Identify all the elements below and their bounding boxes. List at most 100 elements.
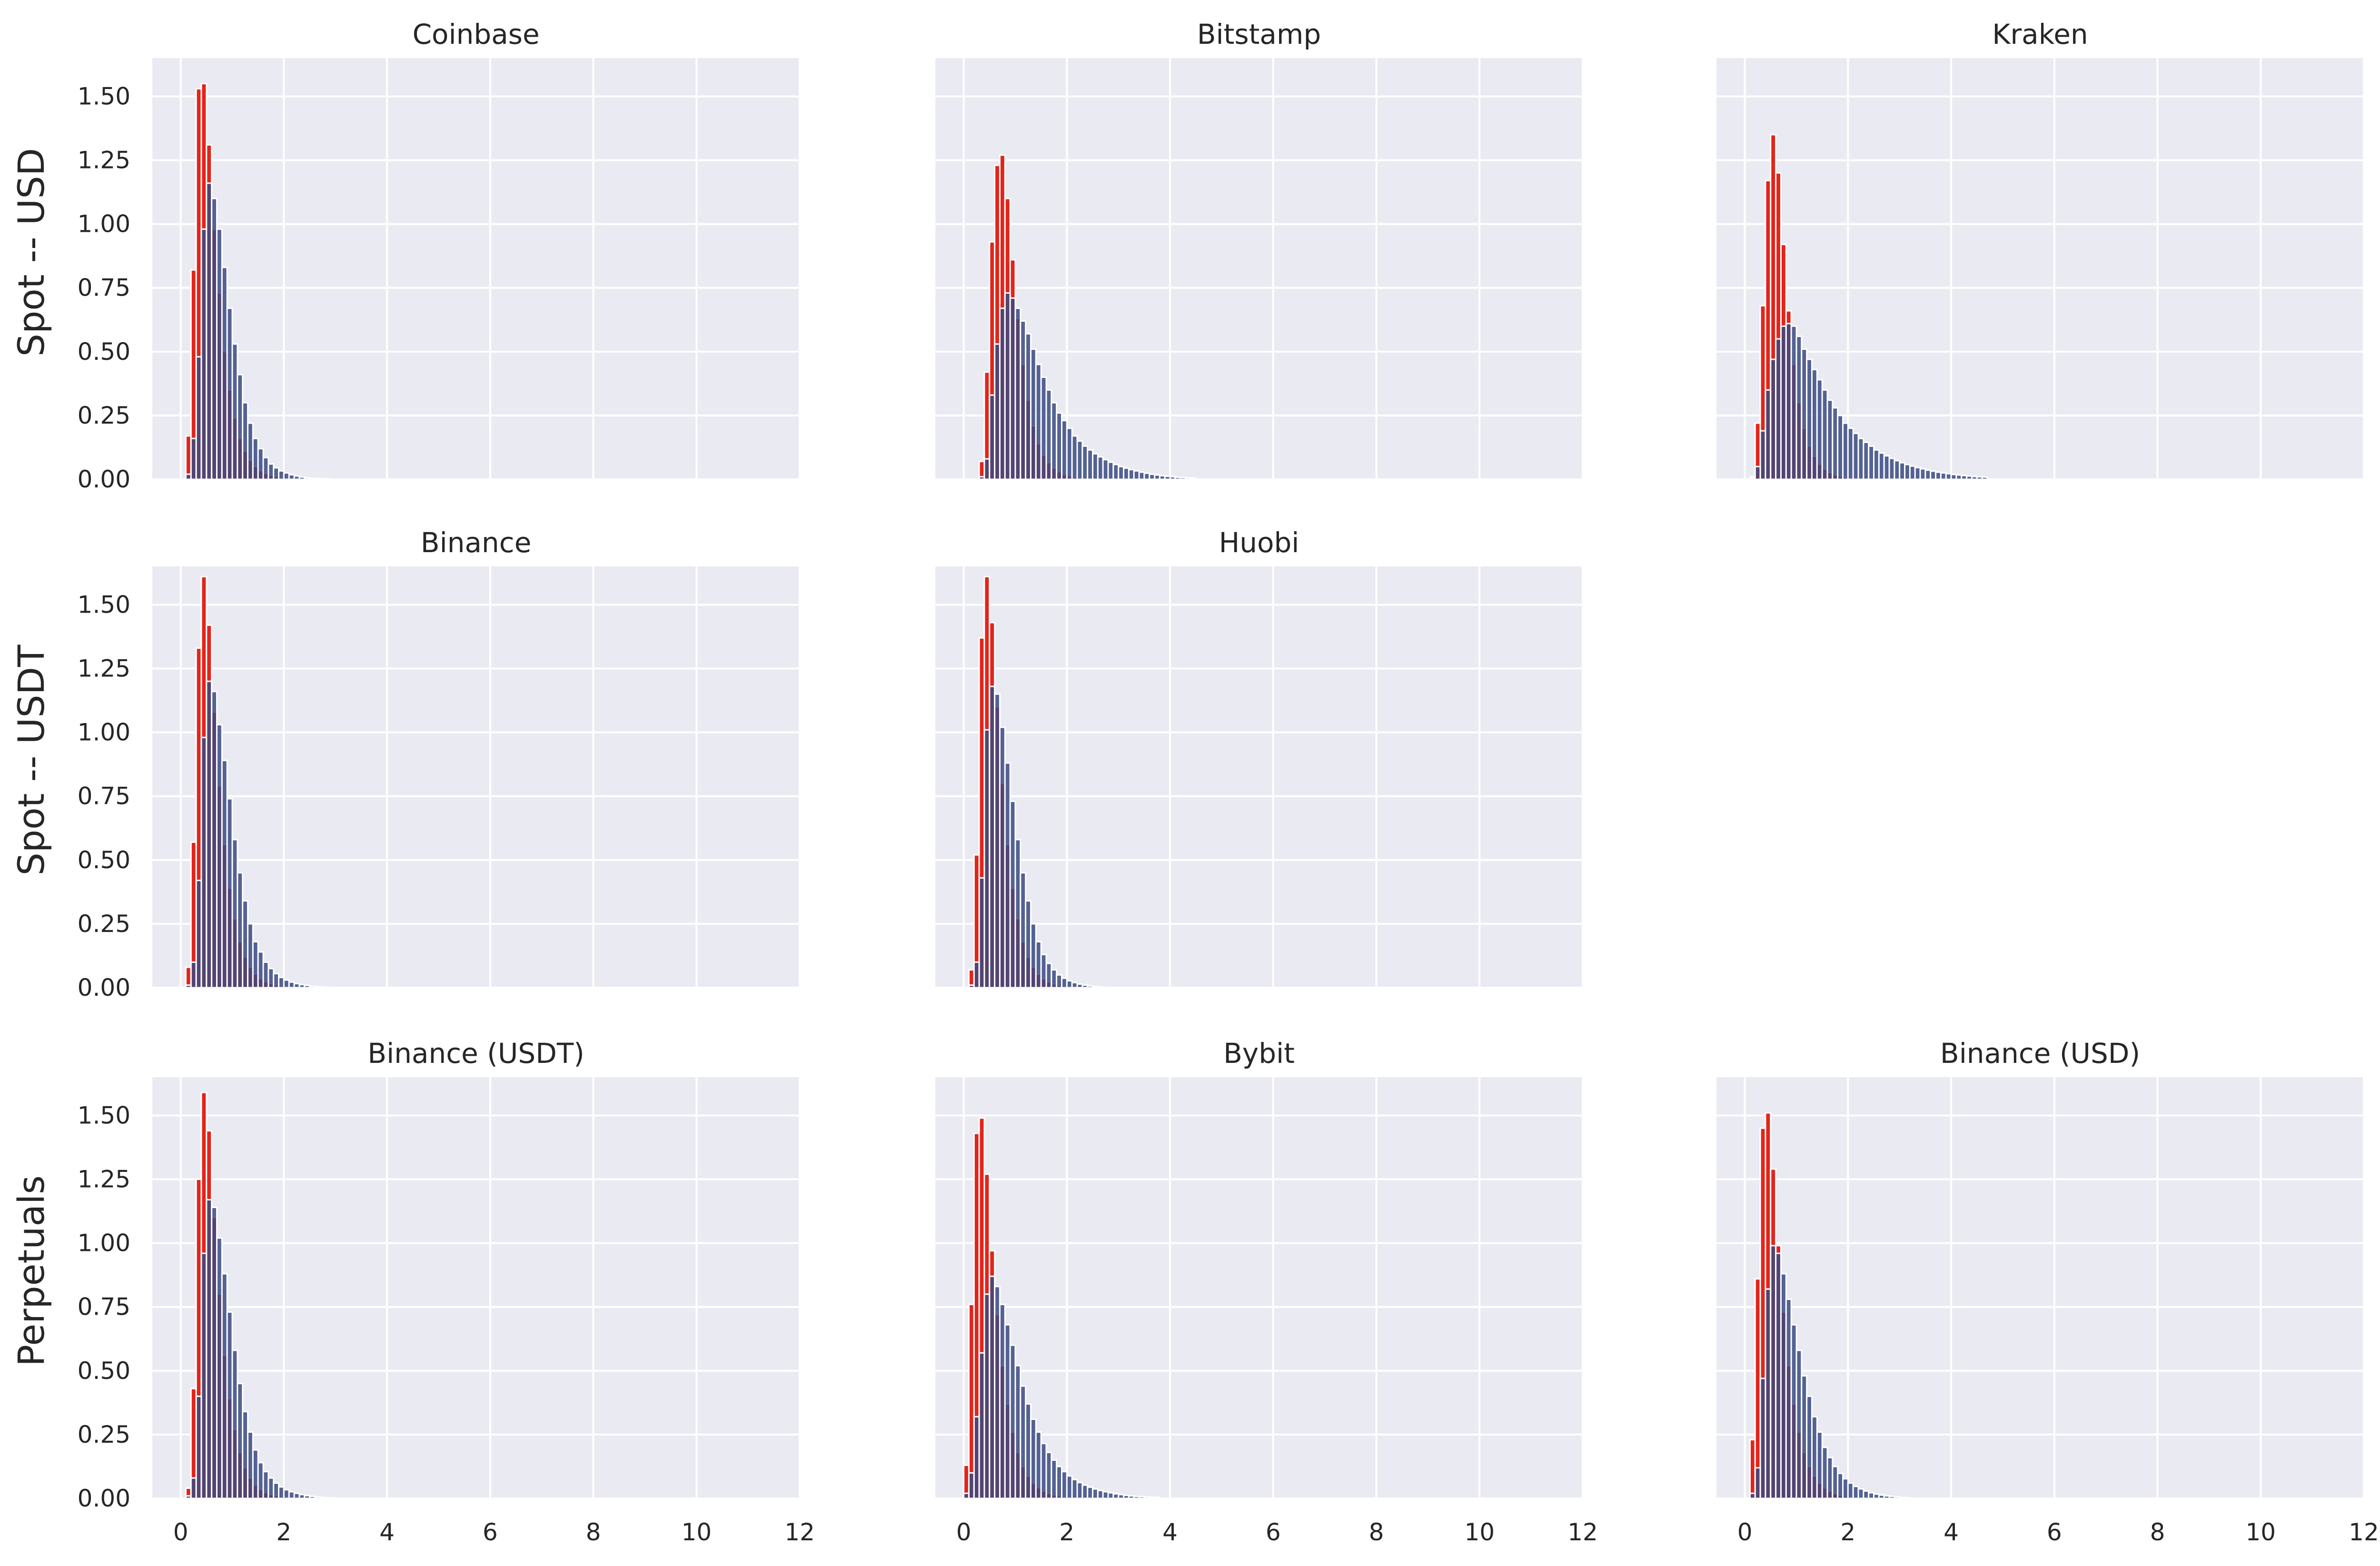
plot-area xyxy=(152,58,800,479)
panel-1: Bitstamp xyxy=(935,18,1584,480)
histogram-bar-series-2 xyxy=(1009,297,1016,480)
histogram-bar-series-2 xyxy=(999,1303,1006,1499)
histogram-bar-series-2 xyxy=(1842,1478,1849,1499)
histogram-bar-series-2 xyxy=(1811,368,1818,480)
y-tick-label: 0.25 xyxy=(78,1421,130,1448)
y-tick-label: 0.50 xyxy=(78,338,130,366)
histogram-bar-series-2 xyxy=(1081,1484,1089,1499)
x-tick-label: 0 xyxy=(1737,1518,1753,1546)
histogram-bar-series-2 xyxy=(1899,462,1906,480)
y-tick-label: 1.25 xyxy=(78,655,130,683)
histogram-bar-series-2 xyxy=(314,1496,321,1499)
histogram-bar-series-2 xyxy=(1097,456,1104,480)
histogram-bar-series-2 xyxy=(1128,469,1135,480)
y-tick-label: 1.00 xyxy=(78,719,130,746)
histogram-bar-series-2 xyxy=(1123,467,1130,480)
histogram-bar-series-2 xyxy=(1138,471,1145,480)
x-tick-label: 8 xyxy=(586,1518,601,1546)
x-tick-label: 6 xyxy=(1266,1518,1281,1546)
histogram-bar-series-2 xyxy=(1955,474,1963,480)
panels: Coinbase 0.00 0.25 0.50 0.75 1.00 1.25 1.50 Bits… xyxy=(78,18,2379,1546)
histogram-bar-series-2 xyxy=(983,1293,991,1499)
histogram-bar-series-2 xyxy=(273,467,279,480)
histogram-bar-series-2 xyxy=(1056,412,1062,480)
histogram-bar-series-2 xyxy=(278,1486,285,1499)
histogram-bar-series-2 xyxy=(1863,441,1870,480)
histogram-bar-series-2 xyxy=(1770,358,1777,480)
histogram-bar-series-2 xyxy=(195,356,202,480)
histogram-bar-series-2 xyxy=(268,1477,275,1499)
histogram-bar-series-2 xyxy=(973,1416,980,1499)
plot-area xyxy=(935,566,1583,988)
histogram-bar-series-2 xyxy=(1806,1395,1813,1499)
histogram-bar-series-2 xyxy=(1061,420,1068,480)
histogram-bar-series-2 xyxy=(216,724,223,989)
histogram-bar-series-2 xyxy=(231,839,238,989)
histogram-bar-series-2 xyxy=(1868,445,1875,480)
row-labels: Spot -- USD Spot -- USDT Perpetuals xyxy=(10,148,52,1367)
histogram-bar-series-2 xyxy=(1174,476,1181,480)
y-tick-label: 1.00 xyxy=(78,1229,130,1257)
histogram-bar-series-2 xyxy=(989,685,996,989)
histogram-bar-series-2 xyxy=(1025,333,1031,480)
histogram-bar-series-2 xyxy=(1904,464,1911,480)
histogram-bar-series-2 xyxy=(1924,469,1932,480)
histogram-bar-series-2 xyxy=(1780,325,1787,480)
histogram-bar-series-2 xyxy=(1816,379,1823,480)
histogram-bar-series-2 xyxy=(185,984,192,989)
histogram-bar-series-2 xyxy=(968,984,975,989)
histogram-bar-series-2 xyxy=(304,984,311,989)
histogram-bar-series-2 xyxy=(1950,474,1957,480)
histogram-bar-series-2 xyxy=(1909,465,1916,480)
histogram-bar-series-2 xyxy=(1914,466,1921,480)
histogram-bar-series-2 xyxy=(1945,473,1952,480)
histogram-bar-series-2 xyxy=(1051,402,1058,480)
histogram-bar-series-2 xyxy=(1785,1298,1792,1499)
histogram-bar-series-2 xyxy=(1749,477,1756,480)
histogram-bar-series-2 xyxy=(1795,336,1803,480)
histogram-bar-series-2 xyxy=(1009,800,1016,989)
histogram-bar-series-2 xyxy=(1061,1471,1068,1499)
panel-title: Bitstamp xyxy=(1197,18,1321,50)
histogram-bar-series-2 xyxy=(1976,476,1983,480)
histogram-bar-series-2 xyxy=(1014,307,1021,480)
histogram-bar-series-2 xyxy=(1765,389,1772,480)
histogram-bar-series-2 xyxy=(268,968,275,989)
histogram-bar-series-2 xyxy=(1092,453,1099,480)
histogram-bar-series-2 xyxy=(1981,476,1988,480)
histogram-bar-series-2 xyxy=(1832,407,1839,480)
x-tick-label: 10 xyxy=(2245,1518,2276,1546)
histogram-bar-series-1 xyxy=(1749,1439,1756,1499)
histogram-bar-series-2 xyxy=(1020,872,1027,989)
histogram-bar-series-2 xyxy=(994,1286,1001,1499)
histogram-bar-series-2 xyxy=(1940,472,1947,480)
histogram-bar-series-2 xyxy=(978,877,985,989)
panel-7: Binance (USD) 0 2 4 6 8 10 12 xyxy=(1716,1037,2379,1546)
histogram-bar-series-2 xyxy=(257,951,264,989)
histogram-bar-series-2 xyxy=(237,872,244,989)
y-tick-label: 0.25 xyxy=(78,910,130,938)
histogram-bar-series-2 xyxy=(1040,1443,1047,1499)
histogram-bar-series-2 xyxy=(1030,1418,1037,1499)
histogram-bar-series-2 xyxy=(1888,1496,1895,1499)
histogram-bar-series-2 xyxy=(1790,1324,1797,1499)
histogram-bar-series-2 xyxy=(1842,422,1849,480)
histogram-bar-series-2 xyxy=(1071,435,1078,480)
histogram-bar-series-2 xyxy=(1076,983,1083,989)
histogram-bar-series-2 xyxy=(1066,1475,1073,1499)
histogram-bar-series-2 xyxy=(1919,468,1926,480)
histogram-bar-series-2 xyxy=(273,973,279,989)
histogram-bar-series-2 xyxy=(978,476,985,480)
histogram-bar-series-2 xyxy=(1102,1491,1109,1499)
histogram-bar-series-2 xyxy=(293,475,300,480)
histogram-bar-series-2 xyxy=(288,474,295,480)
histogram-bar-series-2 xyxy=(1878,452,1885,480)
y-tick-label: 1.50 xyxy=(78,591,130,618)
histogram-bar-series-2 xyxy=(293,982,300,989)
histogram-bar-series-2 xyxy=(226,798,233,989)
histogram-bar-series-2 xyxy=(283,1489,290,1499)
histogram-bar-series-2 xyxy=(226,1311,233,1499)
histogram-bar-series-2 xyxy=(1009,1344,1016,1499)
histogram-bar-series-2 xyxy=(1154,474,1160,480)
histogram-bar-series-2 xyxy=(216,228,223,480)
